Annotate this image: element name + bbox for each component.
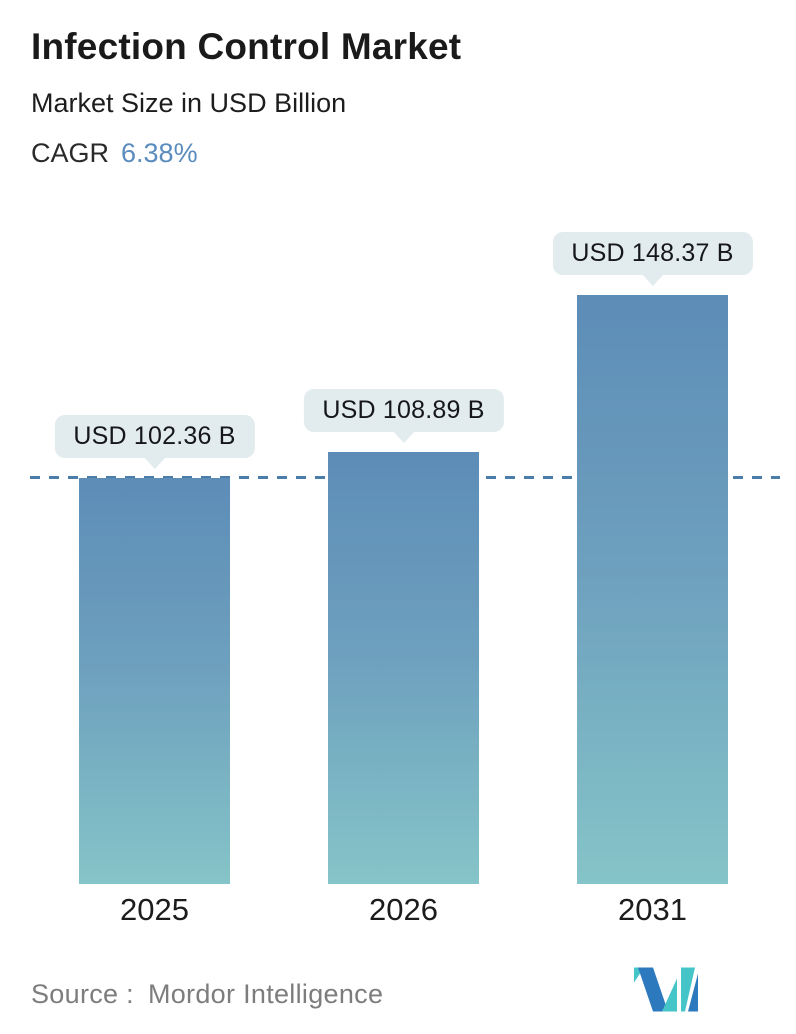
source-credit: Source : Mordor Intelligence	[31, 979, 383, 1010]
cagr-label: CAGR	[31, 138, 110, 168]
badge-pointer-icon	[143, 457, 166, 469]
page-title: Infection Control Market	[31, 26, 462, 67]
source-label: Source :	[31, 979, 134, 1009]
value-label-badge: USD 102.36 B	[54, 415, 255, 469]
cagr-row: CAGR 6.38%	[31, 138, 198, 169]
badge-pointer-icon	[641, 274, 664, 286]
x-axis-label: 2031	[618, 892, 687, 927]
source-name: Mordor Intelligence	[147, 979, 384, 1009]
chart-subtitle: Market Size in USD Billion	[31, 88, 347, 118]
value-label-text: USD 148.37 B	[571, 239, 734, 267]
value-label-text: USD 102.36 B	[73, 422, 236, 450]
bar-2025	[79, 478, 230, 884]
value-label-badge: USD 108.89 B	[303, 389, 504, 443]
badge-pointer-icon	[392, 431, 415, 443]
bar-2031	[577, 295, 728, 884]
x-axis-label: 2026	[369, 892, 438, 927]
value-label-text: USD 108.89 B	[322, 396, 485, 424]
cagr-value: 6.38%	[121, 138, 198, 168]
mordor-intelligence-logo	[634, 967, 698, 1012]
x-axis-label: 2025	[120, 892, 189, 927]
value-label-badge: USD 148.37 B	[552, 232, 753, 286]
bar-2026	[328, 452, 479, 884]
